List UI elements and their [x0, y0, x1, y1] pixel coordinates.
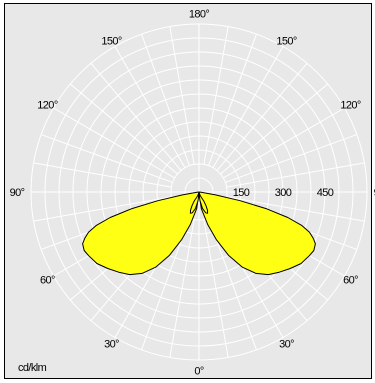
- grid-spoke: [114, 46, 186, 169]
- angle-label: 90°: [10, 187, 25, 199]
- grid-spoke: [53, 107, 176, 179]
- grid-spoke: [212, 46, 284, 169]
- angle-label: 90°: [374, 187, 375, 199]
- grid-spoke: [169, 219, 195, 358]
- grid-spoke: [226, 162, 365, 188]
- grid-spoke: [69, 83, 178, 175]
- grid-spoke: [220, 83, 329, 175]
- grid-spoke: [203, 219, 229, 358]
- grid-spoke: [216, 62, 308, 171]
- angle-label: 120°: [340, 100, 361, 112]
- angle-label: 180°: [189, 8, 210, 20]
- angle-label: 60°: [343, 275, 358, 287]
- grid-spoke: [226, 196, 365, 222]
- radial-tick-label: 450: [317, 187, 334, 199]
- grid-spoke: [90, 62, 182, 171]
- angle-label: 150°: [276, 35, 297, 47]
- grid-spoke: [141, 33, 190, 166]
- grid-spoke: [169, 26, 195, 165]
- angle-label: 150°: [101, 35, 122, 47]
- radial-tick-label: 150: [233, 187, 250, 199]
- grid-spoke: [40, 134, 173, 183]
- grid-spoke: [203, 26, 229, 165]
- grid-spoke: [208, 33, 257, 166]
- grid-spoke: [33, 162, 172, 188]
- angle-label: 30°: [279, 339, 294, 351]
- angle-label: 120°: [37, 100, 58, 112]
- angle-label: 0°: [194, 366, 204, 378]
- grid-spoke: [225, 134, 358, 183]
- angle-label: 30°: [104, 339, 119, 351]
- radial-tick-label: 300: [275, 187, 292, 199]
- grid-spoke: [222, 107, 345, 179]
- grid-spoke: [33, 196, 172, 222]
- secondary-lobe-curve: [189, 191, 209, 214]
- unit-label: cd/klm: [18, 362, 47, 374]
- angle-label: 60°: [40, 275, 55, 287]
